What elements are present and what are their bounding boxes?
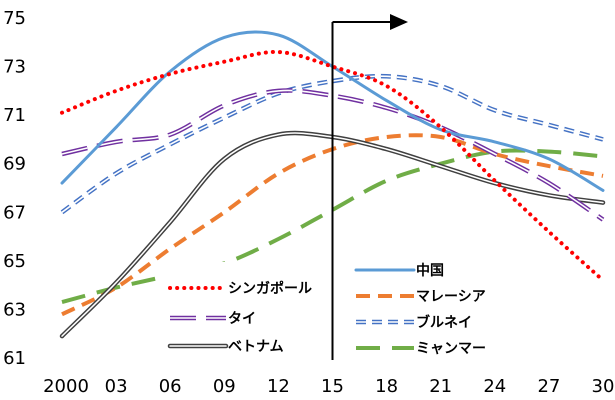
series-line <box>61 148 604 305</box>
legend-label: タイ <box>228 311 256 327</box>
y-tick-label: 71 <box>3 105 26 126</box>
y-tick-label: 67 <box>3 202 26 223</box>
x-tick-label: 12 <box>267 376 290 397</box>
x-tick-label: 30 <box>592 376 615 397</box>
legend-label: 中国 <box>416 262 444 279</box>
y-tick-label: 75 <box>3 8 26 29</box>
x-tick-label: 03 <box>105 376 128 397</box>
x-tick-label: 15 <box>321 376 344 397</box>
y-tick-label: 65 <box>3 251 26 272</box>
legend-label: シンガポール <box>228 280 312 297</box>
x-tick-label: 21 <box>429 376 452 397</box>
legend-box-left <box>162 262 324 357</box>
legend-label: ブルネイ <box>416 314 472 331</box>
series-line <box>59 130 606 339</box>
x-tick-label: 09 <box>213 376 236 397</box>
x-axis: 2000 03 06 09 12 15 18 21 24 27 30 <box>43 376 614 397</box>
y-tick-label: 69 <box>3 154 26 175</box>
legend-label: マレーシア <box>416 289 486 305</box>
y-axis: 61 63 65 67 69 71 73 75 <box>3 8 26 369</box>
x-tick-label: 27 <box>537 376 560 397</box>
series-line <box>61 88 605 222</box>
legend-label: ベトナム <box>228 339 284 355</box>
y-tick-label: 73 <box>3 57 26 78</box>
series-line <box>60 73 604 215</box>
marker-arrow <box>331 14 408 360</box>
legend-box-right <box>350 262 506 357</box>
y-tick-label: 61 <box>3 348 26 369</box>
series-line <box>61 133 604 317</box>
legend-label: ミャンマー <box>416 341 486 357</box>
series-layer <box>59 30 606 339</box>
x-tick-label: 2000 <box>43 376 89 397</box>
x-tick-label: 18 <box>375 376 398 397</box>
arrow-head-icon <box>390 14 408 30</box>
y-tick-label: 63 <box>3 299 26 320</box>
x-tick-label: 06 <box>159 376 182 397</box>
x-tick-label: 24 <box>483 376 506 397</box>
